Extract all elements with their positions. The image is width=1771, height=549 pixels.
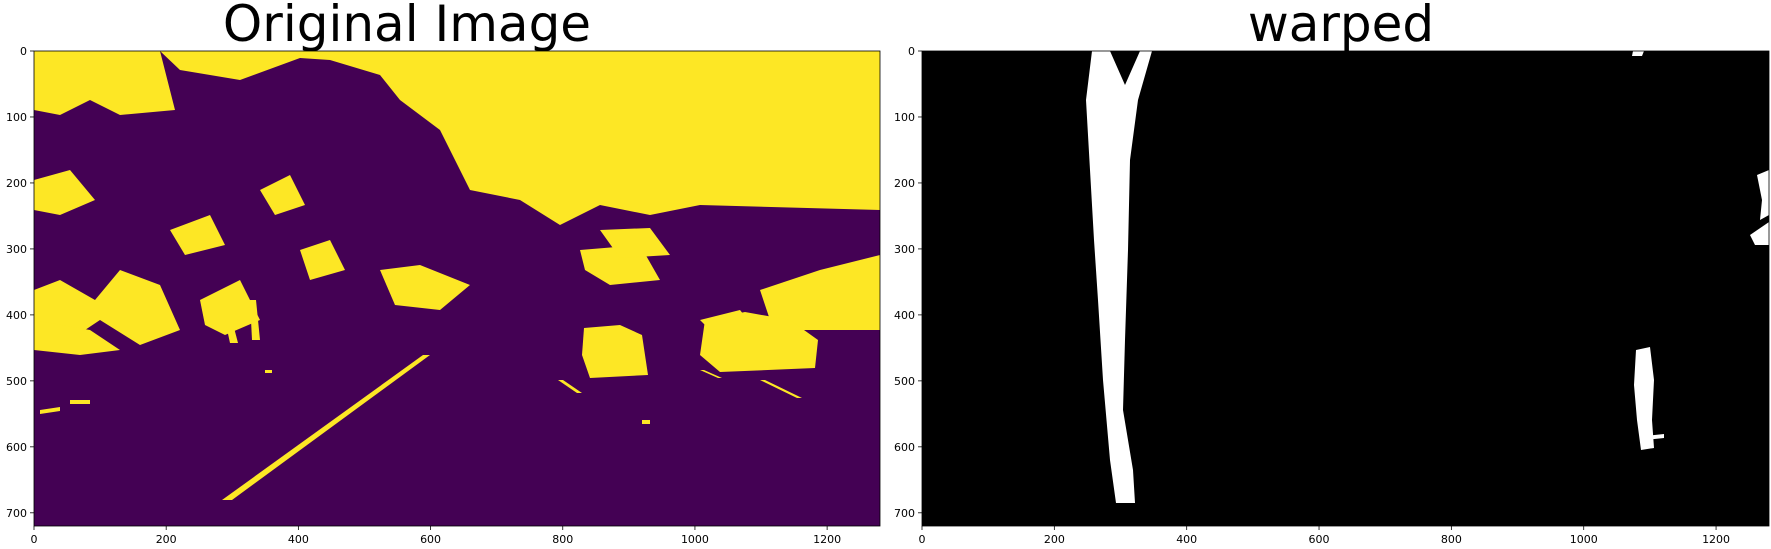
right-ytick-label: 600 <box>894 441 915 454</box>
left-xtick-label: 400 <box>288 533 309 546</box>
right-ytick-label: 300 <box>894 243 915 256</box>
right-panel-title: warped <box>1247 0 1435 53</box>
right-xtick-label: 800 <box>1441 533 1462 546</box>
left-ytick-label: 400 <box>6 309 27 322</box>
right-xtick-label: 200 <box>1044 533 1065 546</box>
right-ytick-label: 700 <box>894 507 915 520</box>
left-xtick-label: 200 <box>156 533 177 546</box>
left-ytick-label: 200 <box>6 177 27 190</box>
right-axes: 0 200 400 600 800 1000 1200 0 100 200 300 400 500 600… <box>894 45 1770 546</box>
left-ytick-label: 600 <box>6 441 27 454</box>
warped-image <box>922 51 1769 526</box>
right-xtick-label: 400 <box>1176 533 1197 546</box>
left-ytick-label: 0 <box>20 45 27 58</box>
left-xtick-label: 1000 <box>681 533 709 546</box>
left-xtick-label: 600 <box>420 533 441 546</box>
right-ytick-label: 0 <box>908 45 915 58</box>
left-xtick-label: 1200 <box>813 533 841 546</box>
right-ytick-label: 400 <box>894 309 915 322</box>
left-axes: 0 200 400 600 800 1000 1200 0 100 200 300 400 500 600… <box>6 45 881 546</box>
right-ytick-label: 200 <box>894 177 915 190</box>
left-ytick-label: 100 <box>6 111 27 124</box>
left-ytick-label: 500 <box>6 375 27 388</box>
left-ytick-label: 300 <box>6 243 27 256</box>
left-xtick-label: 800 <box>552 533 573 546</box>
left-panel-title: Original Image <box>222 0 592 53</box>
right-xtick-label: 1000 <box>1570 533 1598 546</box>
right-ytick-label: 500 <box>894 375 915 388</box>
right-axes-frame <box>921 50 1770 527</box>
original-image <box>34 51 880 526</box>
right-xtick-label: 0 <box>919 533 926 546</box>
left-ytick-label: 700 <box>6 507 27 520</box>
right-ytick-label: 100 <box>894 111 915 124</box>
left-axes-frame <box>33 50 881 527</box>
right-xtick-label: 1200 <box>1702 533 1730 546</box>
right-xtick-label: 600 <box>1309 533 1330 546</box>
left-xtick-label: 0 <box>31 533 38 546</box>
